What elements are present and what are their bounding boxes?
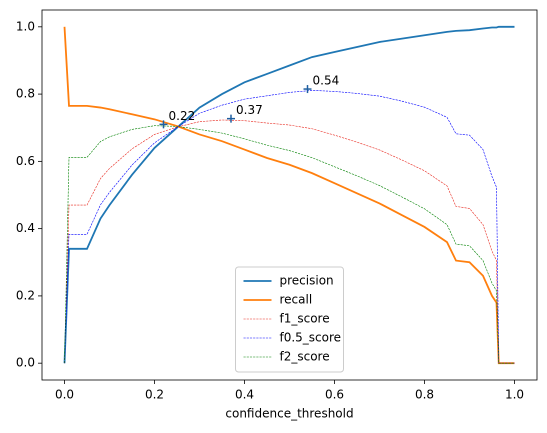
y-tick-label: 0.2 bbox=[16, 288, 35, 302]
annotation-label: 0.37 bbox=[236, 103, 263, 117]
x-tick-label: 0.0 bbox=[55, 388, 74, 402]
x-tick-label: 0.4 bbox=[235, 388, 254, 402]
x-tick-label: 1.0 bbox=[505, 388, 524, 402]
legend-label: precision bbox=[280, 274, 334, 288]
legend-label: recall bbox=[280, 293, 313, 307]
x-tick-label: 0.2 bbox=[145, 388, 164, 402]
y-tick-label: 0.8 bbox=[16, 87, 35, 101]
annotation-marker bbox=[227, 114, 235, 123]
series-line bbox=[63, 25, 515, 364]
x-tick-label: 0.8 bbox=[415, 388, 434, 402]
annotation-label: 0.54 bbox=[313, 74, 340, 88]
legend-label: f0.5_score bbox=[280, 331, 342, 345]
annotation-marker bbox=[159, 120, 168, 129]
legend-label: f1_score bbox=[280, 312, 330, 326]
y-tick-label: 0.0 bbox=[16, 356, 35, 370]
legend-box bbox=[235, 266, 344, 373]
annotation-label: 0.22 bbox=[169, 109, 196, 123]
y-tick-label: 1.0 bbox=[16, 19, 35, 33]
y-tick-label: 0.6 bbox=[16, 154, 35, 168]
annotation-marker bbox=[303, 85, 312, 94]
axes-frame bbox=[41, 9, 538, 381]
series-line bbox=[64, 119, 515, 364]
y-tick-label: 0.4 bbox=[16, 221, 35, 235]
series-line bbox=[63, 26, 515, 365]
x-tick-label: 0.6 bbox=[325, 388, 344, 402]
series-line bbox=[64, 125, 515, 364]
x-axis-label: confidence_threshold bbox=[225, 407, 353, 421]
legend-label: f2_score bbox=[280, 350, 330, 364]
series-line bbox=[64, 90, 515, 364]
